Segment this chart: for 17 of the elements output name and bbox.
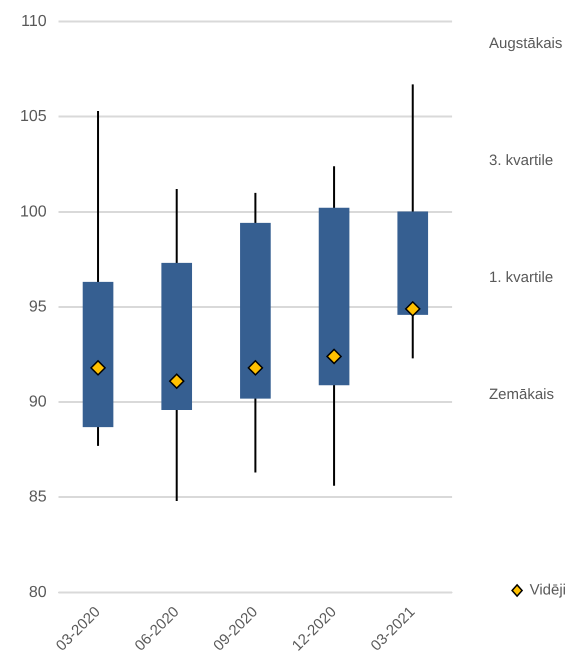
- y-tick-label: 90: [28, 394, 47, 411]
- text: 1. kvartile: [489, 269, 554, 286]
- point: [90, 360, 106, 376]
- y-tick-label: 85: [28, 488, 47, 506]
- legend-label: Vidēji: [530, 582, 566, 599]
- text: 3. kvartile: [489, 152, 554, 169]
- y-tick-label: 80: [28, 584, 47, 601]
- y-tick-label: 95: [28, 298, 47, 316]
- point: [326, 348, 342, 364]
- point: [168, 373, 184, 389]
- text: Zemākais: [489, 386, 554, 403]
- y-tick-label: 105: [20, 108, 47, 126]
- point: [404, 301, 420, 317]
- point: [248, 360, 264, 376]
- y-tick-label: 110: [21, 13, 47, 30]
- text: Augstākais: [489, 35, 562, 52]
- y-tick-label: 100: [20, 203, 47, 220]
